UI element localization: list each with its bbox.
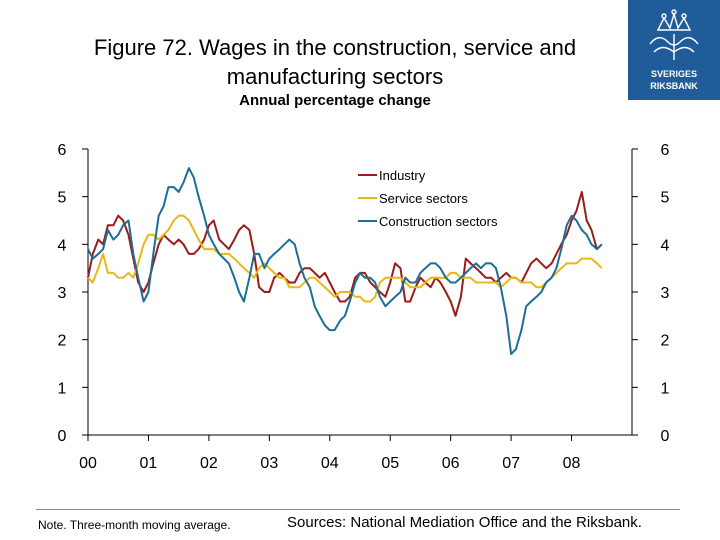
y-tick-label-right: 6 <box>661 142 670 159</box>
y-tick-label-right: 5 <box>661 190 670 207</box>
footer-source: Sources: National Mediation Office and t… <box>287 514 642 531</box>
x-tick-label: 06 <box>442 455 460 472</box>
y-tick-label-left: 5 <box>58 190 67 207</box>
y-tick-label-left: 1 <box>58 380 67 397</box>
x-tick-label: 02 <box>200 455 218 472</box>
y-axis-left: 0 1 2 3 4 5 6 <box>58 142 88 445</box>
x-tick-label: 04 <box>321 455 339 472</box>
x-tick-label: 08 <box>563 455 581 472</box>
y-tick-label-left: 6 <box>58 142 67 159</box>
x-tick-label: 03 <box>260 455 278 472</box>
y-tick-label-right: 3 <box>661 285 670 302</box>
y-tick-label-right: 4 <box>661 237 670 254</box>
series-line-construction-sectors <box>87 167 603 355</box>
footer-note: Note. Three-month moving average. <box>38 518 231 532</box>
legend-label: Industry <box>379 168 426 183</box>
y-tick-label-right: 2 <box>661 333 670 350</box>
series-line-service-sectors <box>87 214 603 303</box>
legend: Industry Service sectors Construction sect… <box>358 168 498 229</box>
legend-label: Construction sectors <box>379 214 498 229</box>
y-tick-label-right: 0 <box>661 428 670 445</box>
chart-subtitle: Annual percentage change <box>239 92 431 109</box>
y-axis-right: 0 1 2 3 4 5 6 <box>632 142 670 445</box>
y-tick-label-right: 1 <box>661 380 670 397</box>
y-tick-label-left: 2 <box>58 333 67 350</box>
crown-emblem-icon <box>649 9 699 60</box>
footer-divider <box>36 509 680 510</box>
chart-title-line-1: Figure 72. Wages in the construction, se… <box>93 35 577 60</box>
chart-title-line-2: manufacturing sectors <box>226 64 444 89</box>
chart-frame <box>87 149 633 436</box>
logo-text-line-2: RIKSBANK <box>650 81 698 91</box>
x-tick-label: 07 <box>502 455 520 472</box>
legend-label: Service sectors <box>379 191 468 206</box>
chart-title: Figure 72. Wages in the construction, se… <box>30 33 640 91</box>
series-lines <box>87 167 603 355</box>
riksbank-logo: SVERIGES RIKSBANK <box>628 0 720 100</box>
y-tick-label-left: 0 <box>58 428 67 445</box>
x-tick-label: 01 <box>140 455 158 472</box>
series-line-industry <box>87 190 603 317</box>
x-tick-label: 05 <box>381 455 399 472</box>
x-axis: 00 01 02 03 04 05 06 07 08 <box>79 435 581 472</box>
logo-text-line-1: SVERIGES <box>651 69 697 79</box>
x-tick-label: 00 <box>79 455 97 472</box>
y-tick-label-left: 4 <box>58 237 67 254</box>
y-tick-label-left: 3 <box>58 285 67 302</box>
